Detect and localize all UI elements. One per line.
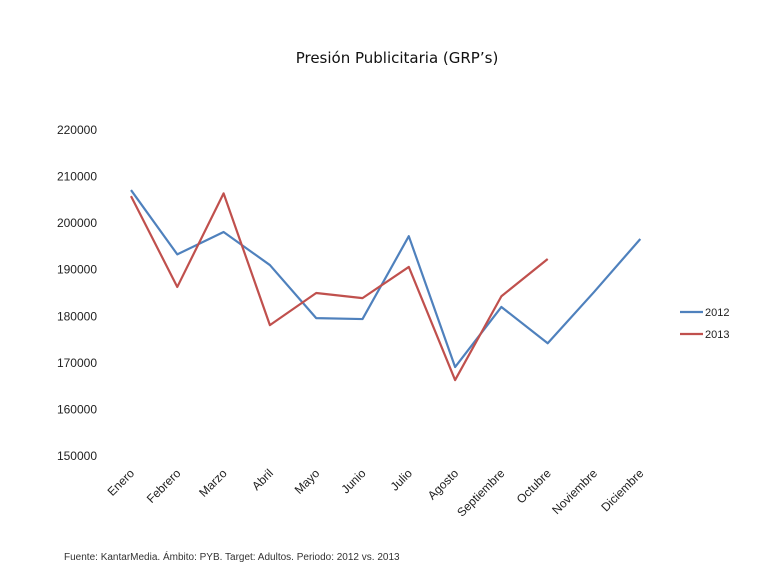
series-line-2013 (130, 192, 549, 382)
x-tick-label: Mayo (292, 466, 323, 497)
x-tick-label: Enero (105, 466, 138, 499)
y-tick-label: 220000 (57, 123, 97, 137)
x-tick-label: Abril (249, 466, 276, 493)
legend-label: 2013 (705, 329, 729, 341)
x-tick-label: Julio (388, 466, 416, 494)
y-tick-label: 180000 (57, 309, 97, 323)
x-tick-label: Agosto (425, 466, 462, 503)
x-tick-label: Septiembre (454, 466, 508, 520)
y-tick-label: 150000 (57, 449, 97, 463)
x-tick-label: Junio (338, 466, 368, 496)
chart-title: Presión Publicitaria (GRP’s) (296, 49, 499, 67)
y-tick-label: 200000 (57, 216, 97, 230)
y-tick-label: 160000 (57, 402, 97, 416)
legend: 2012 2013 (680, 307, 729, 341)
y-tick-label: 210000 (57, 170, 97, 184)
x-tick-label: Octubre (514, 466, 554, 506)
x-tick-label: Noviembre (549, 466, 600, 517)
x-tick-label: Diciembre (598, 466, 646, 514)
y-axis: 150000 160000 170000 180000 190000 200000 2100… (57, 123, 97, 463)
footnote: Fuente: KantarMedia. Ámbito: PYB. Target… (64, 550, 400, 563)
x-axis: Enero Febrero Marzo Abril Mayo Junio Julio Agos… (105, 466, 647, 520)
y-tick-label: 190000 (57, 263, 97, 277)
x-tick-label: Febrero (144, 466, 184, 506)
series-lines (130, 189, 642, 382)
x-tick-label: Marzo (196, 466, 230, 500)
legend-label: 2012 (705, 307, 729, 319)
y-tick-label: 170000 (57, 356, 97, 370)
series-line-2012 (130, 189, 642, 369)
